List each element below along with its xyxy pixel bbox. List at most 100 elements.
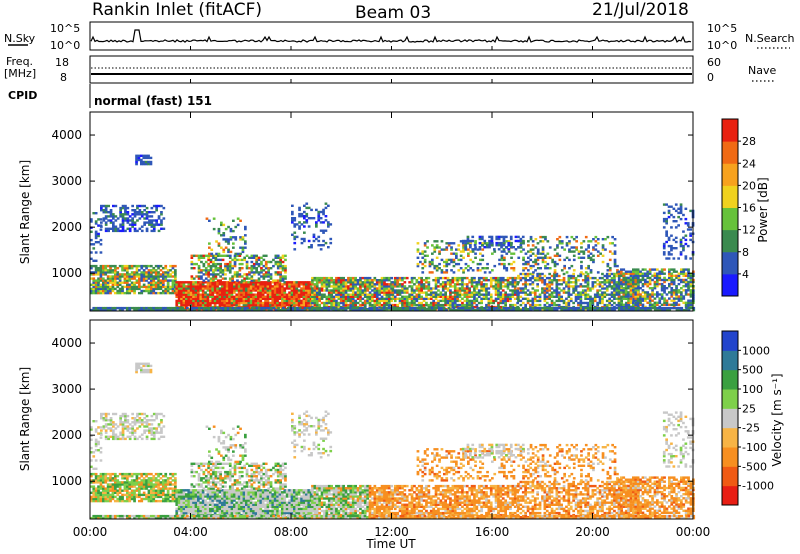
power-cell [133,271,136,274]
power-cell [387,297,391,300]
power-cell [209,254,213,257]
power-cell [469,250,473,253]
power-cell [569,281,573,284]
power-cell [339,299,343,303]
power-cell [522,267,525,270]
power-cell [487,291,491,294]
power-cell [157,279,160,282]
power-cell [107,211,110,214]
power-cell [201,293,205,296]
power-cell [679,240,683,244]
power-cell [182,299,186,303]
power-cell [475,303,479,307]
power-cell [140,271,144,274]
power-cell [391,287,395,290]
power-cell [330,301,333,305]
power-cell [288,283,291,286]
power-cell [622,287,626,290]
power-cell [505,246,508,249]
power-cell [539,240,542,243]
power-cell [363,287,367,290]
power-cell [135,306,139,310]
power-cell [185,281,188,284]
power-cell [670,268,674,271]
power-cell [557,274,561,278]
power-cell [109,287,112,291]
power-cell [529,250,533,253]
power-cell [109,275,112,278]
power-cell [177,301,181,305]
power-cell [92,264,96,268]
power-cell [620,274,623,277]
power-cell [510,252,513,255]
power-cell [235,295,239,298]
power-cell [469,306,472,310]
power-cell [589,303,592,307]
power-cell [320,306,324,310]
power-cell [410,301,414,305]
power-cell [656,293,659,296]
power-cell [668,278,671,282]
power-cell [445,269,449,272]
power-cell [569,285,573,288]
power-cell [430,308,434,312]
power-cell [658,297,662,300]
power-cell [140,273,144,276]
power-cell [653,293,657,296]
power-cell [427,281,431,284]
power-cell [675,303,678,306]
power-cell [441,289,445,292]
power-cell [550,279,554,282]
power-cell [112,221,115,224]
power-cell [636,293,640,296]
power-cell [437,289,440,292]
power-cell [166,308,170,312]
power-cell [434,295,438,298]
power-cell [337,293,341,296]
power-cell [444,293,447,296]
power-cell [216,299,219,303]
power-cell [405,295,409,298]
power-cell [416,242,420,245]
power-cell [337,281,341,284]
power-cell [555,293,559,296]
power-cell [216,273,220,276]
power-cell [221,281,224,284]
power-cell [420,297,423,300]
power-cell [259,285,263,288]
power-cell [682,247,685,250]
power-cell [297,285,301,288]
power-cell [682,297,686,300]
power-cell [239,252,242,256]
power-cell [579,274,583,278]
power-cell [560,242,564,245]
power-cell [133,287,136,291]
power-cell [373,303,377,307]
power-cell [259,281,263,284]
power-cell [204,285,207,288]
power-cell [684,217,688,221]
power-cell [327,223,330,226]
power-cell [570,308,573,312]
power-cell [240,299,243,303]
power-cell [344,303,348,307]
power-cell [517,274,520,278]
power-cell [401,287,404,290]
power-cell [252,299,255,303]
power-cell [390,276,393,280]
power-cell [290,293,294,296]
power-cell [157,229,161,233]
power-cell [320,283,324,286]
power-cell [541,306,544,310]
power-cell [584,271,588,274]
power-cell [281,293,284,296]
power-cell [109,209,113,212]
power-cell [656,295,659,298]
power-cell [385,291,389,294]
power-cell [302,293,306,296]
power-cell [434,276,438,280]
power-cell [670,289,674,292]
power-cell [473,305,476,309]
power-cell [169,273,172,276]
power-cell [462,269,465,272]
